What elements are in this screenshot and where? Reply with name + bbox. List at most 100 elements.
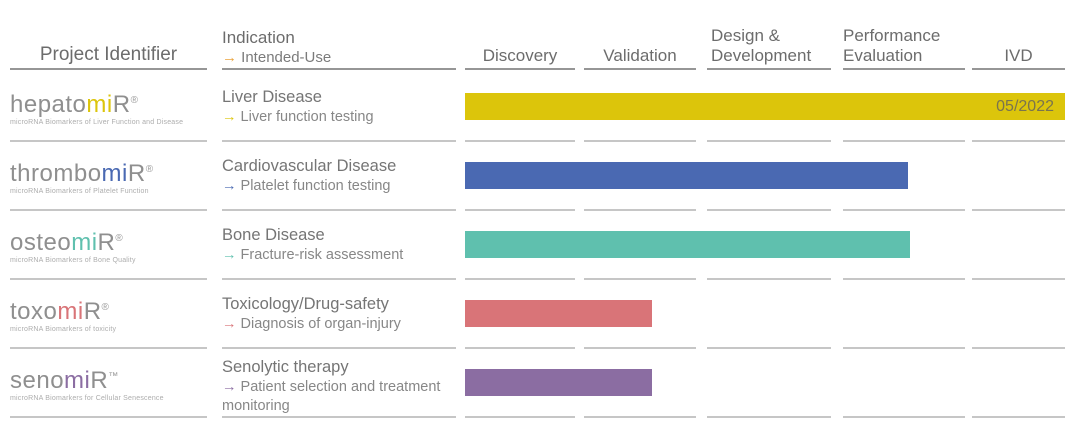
project-logo: thrombomiR® <box>10 160 154 187</box>
progress-track <box>465 369 1065 396</box>
header-underline <box>465 68 575 70</box>
row-separator <box>584 209 696 211</box>
row-separator <box>465 140 575 142</box>
row-separator <box>707 416 831 418</box>
row-separator <box>222 416 456 418</box>
project-logo: osteomiR® <box>10 229 123 256</box>
stage-header-performance-evaluation: Performance Evaluation <box>843 26 941 65</box>
pipeline-row-senomir: senomiR™ microRNA Biomarkers for Cellula… <box>0 351 1080 423</box>
project-tagline: microRNA Biomarkers of toxicity <box>10 326 117 333</box>
row-separator <box>707 209 831 211</box>
indication-text: Bone Disease <box>222 226 325 244</box>
row-separator <box>222 347 456 349</box>
header-underline <box>584 68 696 70</box>
row-separator <box>843 416 965 418</box>
stage-header-validation: Validation <box>603 46 677 65</box>
intended-use-text: → Liver function testing <box>222 109 374 125</box>
indication-cell: Cardiovascular Disease → Platelet functi… <box>222 144 456 213</box>
project-identifier-cell: toxomiR® microRNA Biomarkers of toxicity <box>10 282 207 351</box>
row-separator <box>584 416 696 418</box>
row-separator <box>465 347 575 349</box>
header-underline <box>707 68 831 70</box>
stage-header-discovery: Discovery <box>482 46 558 65</box>
progress-bar: 05/2022 <box>465 93 1065 120</box>
row-separator <box>972 416 1065 418</box>
project-tagline: microRNA Biomarkers of Bone Quality <box>10 257 136 264</box>
row-separator <box>843 209 965 211</box>
progress-bar <box>465 300 653 327</box>
project-logo: toxomiR® <box>10 298 109 325</box>
arrow-icon: → <box>222 178 237 194</box>
stage-progress-cell: 05/2022 <box>465 75 1065 144</box>
progress-bar <box>465 162 908 189</box>
project-identifier-cell: osteomiR® microRNA Biomarkers of Bone Qu… <box>10 213 207 282</box>
intended-use-text: → Patient selection and treatment monito… <box>222 379 441 414</box>
trademark-symbol: ® <box>145 164 154 175</box>
indication-text: Cardiovascular Disease <box>222 157 397 175</box>
indication-text: Senolytic therapy <box>222 358 349 376</box>
row-separator <box>222 278 456 280</box>
header-underline <box>843 68 965 70</box>
progress-track: 05/2022 <box>465 93 1065 120</box>
logo-mi-accent: mi <box>64 367 91 394</box>
intended-use-text: → Platelet function testing <box>222 178 391 194</box>
indication-cell: Liver Disease → Liver function testing <box>222 75 456 144</box>
row-separator <box>972 347 1065 349</box>
header-underline <box>972 68 1065 70</box>
progress-track <box>465 162 1065 189</box>
row-separator <box>10 278 207 280</box>
row-separator <box>972 278 1065 280</box>
stage-header-design-development: Design & Development <box>711 26 812 65</box>
row-separator <box>10 347 207 349</box>
project-logo: hepatomiR® <box>10 91 138 118</box>
row-separator <box>584 140 696 142</box>
arrow-icon: → <box>222 316 237 332</box>
pipeline-row-hepatomir: hepatomiR® microRNA Biomarkers of Liver … <box>0 75 1080 144</box>
row-separator <box>222 140 456 142</box>
header-underline <box>222 68 456 70</box>
header-underline <box>10 68 207 70</box>
project-logo: senomiR™ <box>10 367 119 394</box>
indication-cell: Bone Disease → Fracture-risk assessment <box>222 213 456 282</box>
logo-mi-accent: mi <box>101 160 128 187</box>
indication-text: Toxicology/Drug-safety <box>222 295 389 313</box>
header-row: Project Identifier Indication → Intended… <box>0 0 1080 75</box>
row-separator <box>843 347 965 349</box>
logo-mi-accent: mi <box>86 91 113 118</box>
row-separator <box>10 416 207 418</box>
project-identifier-cell: hepatomiR® microRNA Biomarkers of Liver … <box>10 75 207 144</box>
row-separator <box>465 209 575 211</box>
logo-mi-accent: mi <box>71 229 98 256</box>
arrow-icon: → <box>222 247 237 263</box>
row-separator <box>843 278 965 280</box>
row-separator <box>222 209 456 211</box>
row-separator <box>10 140 207 142</box>
row-separator <box>584 347 696 349</box>
project-identifier-cell: senomiR™ microRNA Biomarkers for Cellula… <box>10 351 207 423</box>
row-separator <box>972 140 1065 142</box>
trademark-symbol: ™ <box>108 371 119 382</box>
progress-bar <box>465 369 653 396</box>
stage-progress-cell <box>465 144 1065 213</box>
pipeline-row-thrombomir: thrombomiR® microRNA Biomarkers of Plate… <box>0 144 1080 213</box>
header-stages-cell: Discovery Validation Design & Developmen… <box>465 0 1065 75</box>
project-tagline: microRNA Biomarkers of Liver Function an… <box>10 119 184 126</box>
stage-header-ivd: IVD <box>1004 46 1033 65</box>
indication-text: Liver Disease <box>222 88 322 106</box>
row-separator <box>843 140 965 142</box>
trademark-symbol: ® <box>115 233 123 244</box>
project-tagline: microRNA Biomarkers of Platelet Function <box>10 188 149 195</box>
pipeline-row-osteomir: osteomiR® microRNA Biomarkers of Bone Qu… <box>0 213 1080 282</box>
trademark-symbol: ® <box>101 302 109 313</box>
row-separator <box>10 209 207 211</box>
header-indication-cell: Indication → Intended-Use <box>222 0 456 75</box>
progress-track <box>465 300 1065 327</box>
row-separator <box>707 140 831 142</box>
bar-date-label: 05/2022 <box>996 97 1054 115</box>
pipeline-row-toxomir: toxomiR® microRNA Biomarkers of toxicity… <box>0 282 1080 351</box>
project-tagline: microRNA Biomarkers for Cellular Senesce… <box>10 395 164 402</box>
header-project-identifier-cell: Project Identifier <box>10 0 207 75</box>
indication-header: Indication → Intended-Use <box>222 28 332 66</box>
row-separator <box>465 278 575 280</box>
